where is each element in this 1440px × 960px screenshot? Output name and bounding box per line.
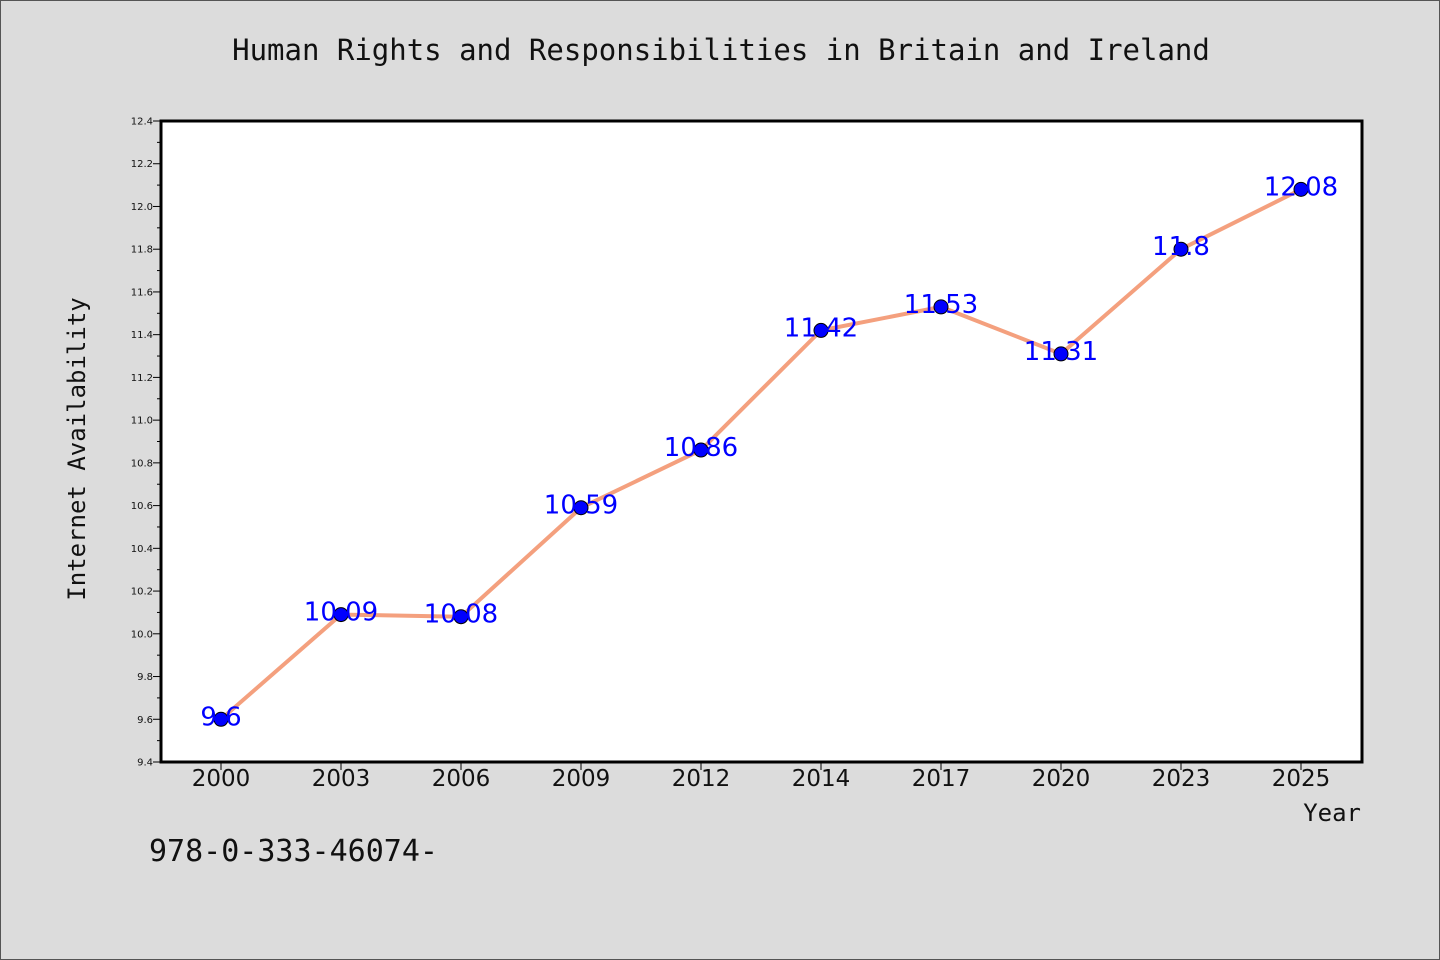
data-point [1293,181,1309,197]
footer-code: 978-0-333-46074- [149,834,438,869]
y-tick-label: 11.6 [131,287,153,298]
y-tick-label: 9.8 [137,672,153,683]
data-label: 11.42 [784,313,858,343]
data-point [573,500,589,516]
data-point [813,322,829,338]
x-tick-label: 2020 [1032,766,1091,792]
x-tick-label: 2014 [792,766,851,792]
plot-area [159,119,1364,764]
y-axis: 9.4 9.6 9.8 10.0 10.2 10.4 10.6 10.8 11.0 11.2 11.… [131,117,161,769]
series-line [219,187,1302,721]
series-line-group [213,181,1309,727]
data-point [333,607,349,623]
y-tick-label: 11.4 [131,330,153,341]
y-tick-label: 10.6 [131,501,153,512]
y-axis-label: Internet Availability [63,297,91,600]
data-label-group: 9.6 10.09 10.08 10.59 10.86 11.42 11.53 11.31 11… [200,172,1338,732]
x-tick-label: 2009 [552,766,611,792]
y-tick-label: 10.2 [131,587,153,598]
x-tick-label: 2025 [1272,766,1331,792]
data-point [693,442,709,458]
y-tick-label: 9.4 [137,758,153,769]
data-label: 10.09 [304,598,378,628]
x-axis-label: Year [1303,799,1361,827]
data-label: 10.86 [664,433,738,463]
data-point [453,609,469,625]
data-label: 12.08 [1264,172,1338,202]
data-label: 11.8 [1152,232,1210,262]
data-label: 10.59 [544,491,618,521]
x-tick-label: 2003 [312,766,371,792]
y-tick-label: 12.0 [131,202,153,213]
data-point [1053,346,1069,362]
x-tick-label: 2006 [432,766,491,792]
x-tick-label: 2012 [672,766,731,792]
y-tick-label: 12.2 [131,159,153,170]
data-label: 9.6 [200,702,241,732]
y-tick-label: 12.4 [131,117,153,128]
y-tick-label: 10.4 [131,544,153,555]
x-tick-label: 2000 [192,766,251,792]
y-tick-label: 11.8 [131,245,153,256]
x-tick-label: 2017 [912,766,971,792]
data-label: 10.08 [424,600,498,630]
y-tick-label: 11.2 [131,373,153,384]
data-point [933,299,949,315]
data-label: 11.31 [1024,337,1098,367]
x-tick-label: 2023 [1152,766,1211,792]
chart-title: Human Rights and Responsibilities in Bri… [232,33,1210,67]
data-label: 11.53 [904,290,978,320]
y-tick-label: 11.0 [131,416,153,427]
data-point [1173,241,1189,257]
x-axis: 2000 2003 2006 2009 2012 2014 2017 2020 2023 2025 [192,762,1331,792]
y-tick-label: 9.6 [137,715,153,726]
data-point [213,711,229,727]
y-tick-label: 10.0 [131,629,153,640]
y-tick-label: 10.8 [131,458,153,469]
